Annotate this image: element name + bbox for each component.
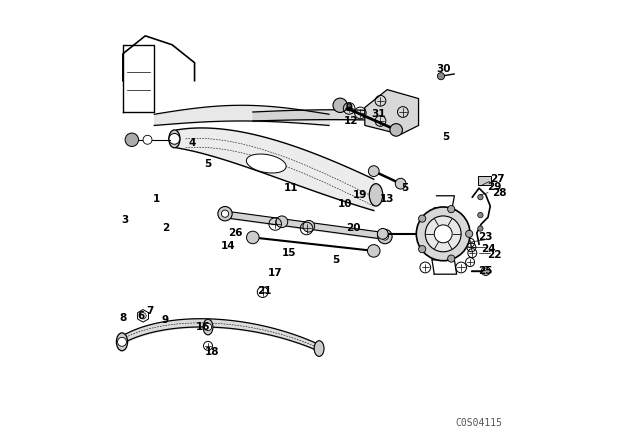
Circle shape [218,207,232,221]
Circle shape [419,246,426,253]
Text: 1: 1 [153,194,160,204]
Text: 27: 27 [490,174,504,184]
Text: 12: 12 [344,116,358,126]
Ellipse shape [203,319,213,335]
Ellipse shape [246,154,286,173]
Text: 20: 20 [346,224,361,233]
Ellipse shape [314,340,324,357]
Circle shape [419,215,426,222]
Text: 3: 3 [122,215,129,224]
Text: 9: 9 [162,315,169,325]
Circle shape [378,229,392,244]
Text: 15: 15 [282,248,296,258]
Text: 31: 31 [371,109,385,119]
Circle shape [390,124,403,136]
Text: C0S04115: C0S04115 [456,418,502,428]
Text: 5: 5 [401,183,409,193]
Circle shape [477,226,483,231]
Ellipse shape [116,333,127,351]
Circle shape [447,206,455,213]
Text: 21: 21 [257,286,271,296]
Text: 25: 25 [479,266,493,276]
Circle shape [437,73,445,80]
Circle shape [417,207,470,261]
Text: 7: 7 [146,306,154,316]
Circle shape [466,230,473,237]
Circle shape [169,134,180,144]
Circle shape [143,135,152,144]
Text: 14: 14 [221,241,236,251]
Text: 6: 6 [137,311,145,321]
Circle shape [276,216,288,228]
Text: 9: 9 [346,103,353,112]
Circle shape [140,313,146,319]
Circle shape [118,337,127,346]
Text: 8: 8 [119,313,127,323]
Circle shape [303,220,315,232]
Text: 28: 28 [492,188,506,198]
Text: 4: 4 [189,138,196,148]
Text: 16: 16 [196,322,211,332]
Circle shape [369,166,379,177]
Text: 2: 2 [162,224,169,233]
Circle shape [381,233,388,240]
Text: 5: 5 [442,132,449,142]
Text: 13: 13 [380,194,394,204]
FancyBboxPatch shape [478,176,491,185]
Text: 29: 29 [488,182,502,192]
Circle shape [447,255,455,262]
Circle shape [435,225,452,243]
Circle shape [378,228,388,239]
Text: 30: 30 [436,65,451,74]
Circle shape [481,267,490,276]
Text: 22: 22 [488,250,502,260]
Ellipse shape [169,130,180,148]
Text: 23: 23 [479,233,493,242]
Text: 18: 18 [205,347,220,357]
Circle shape [333,98,348,112]
Circle shape [204,323,212,331]
Circle shape [246,231,259,244]
Polygon shape [365,90,419,134]
Text: 5: 5 [204,159,212,168]
Circle shape [125,133,139,146]
Text: 24: 24 [481,244,495,254]
Circle shape [477,212,483,218]
Text: 5: 5 [332,255,339,265]
Text: 11: 11 [284,183,298,193]
Text: 26: 26 [228,228,242,238]
Circle shape [221,210,228,217]
Ellipse shape [369,184,383,206]
Circle shape [425,216,461,252]
Text: 19: 19 [353,190,367,200]
Text: 10: 10 [337,199,352,209]
Circle shape [396,178,406,189]
Circle shape [367,245,380,257]
Text: 17: 17 [268,268,282,278]
Circle shape [477,194,483,200]
